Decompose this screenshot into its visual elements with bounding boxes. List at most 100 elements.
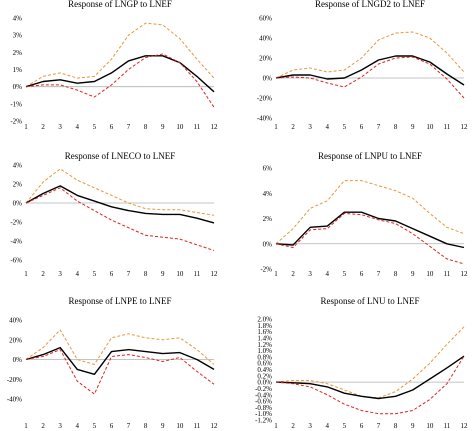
- x-tick-label: 2: [41, 422, 45, 430]
- series-line-point: [275, 211, 465, 249]
- y-tick-label: 1%: [13, 66, 23, 74]
- y-tick-label: 0.2%: [257, 372, 272, 380]
- y-tick-label: 0%: [13, 83, 23, 91]
- chart-panel-4: Response of LNPU to LNEF-2%0%2%4%6%1 2 3 4 5…: [260, 151, 468, 278]
- x-tick-label: 5: [93, 270, 97, 278]
- series-line-point: [275, 55, 465, 86]
- y-tick-label: 0.0%: [257, 379, 272, 387]
- y-tick-label: 1.6%: [257, 328, 272, 336]
- x-tick-label: 5: [93, 123, 97, 131]
- chart-title: Response of LNGD2 to LNEF: [315, 0, 425, 9]
- x-tick-label: 9: [161, 422, 165, 430]
- y-tick-label: 0%: [13, 356, 23, 364]
- chart-panel-2: Response of LNGD2 to LNEF -40% -20% 0% 20% 40…: [257, 0, 468, 131]
- y-tick-label: 20%: [259, 55, 272, 63]
- x-tick-label: 1: [24, 270, 28, 278]
- y-tick-label: 3%: [13, 32, 23, 40]
- x-tick-label: 7: [377, 422, 381, 430]
- y-tick-label: 0%: [263, 75, 273, 83]
- x-tick-label: 4: [326, 123, 330, 131]
- x-tick-label: 3: [308, 123, 312, 131]
- x-tick-label: 2: [291, 123, 295, 131]
- x-tick-label: 8: [394, 422, 398, 430]
- series-line-lower: [25, 187, 215, 251]
- x-tick-label: 4: [326, 270, 330, 278]
- y-tick-label: -0.4%: [255, 391, 272, 399]
- y-tick-label: 1.0%: [257, 347, 272, 355]
- x-tick-label: 7: [127, 422, 131, 430]
- y-tick-label: 0.8%: [257, 353, 272, 361]
- y-tick-label: 60%: [259, 15, 272, 23]
- x-tick-label: 6: [360, 270, 364, 278]
- x-tick-label: 5: [343, 123, 347, 131]
- x-tick-label: 7: [377, 123, 381, 131]
- x-tick-label: 6: [110, 422, 114, 430]
- series-line-lower: [275, 56, 465, 99]
- x-tick-label: 10: [176, 123, 184, 131]
- x-tick-label: 7: [127, 123, 131, 131]
- chart-panel-5: Response of LNPE to LNEF -40% -20% 0% 20% 40%…: [7, 296, 218, 430]
- chart-title: Response of LNPE to LNEF: [69, 296, 172, 306]
- x-tick-label: 9: [411, 123, 415, 131]
- x-tick-label: 2: [41, 123, 45, 131]
- y-tick-label: 2%: [13, 181, 23, 189]
- chart-title: Response of LNPU to LNEF: [318, 151, 422, 161]
- chart-title: Response of LNU to LNEF: [321, 296, 420, 306]
- x-tick-label: 1: [274, 422, 278, 430]
- x-tick-label: 9: [411, 422, 415, 430]
- y-tick-label: 20%: [9, 336, 22, 344]
- x-tick-label: 12: [211, 422, 219, 430]
- x-tick-label: 8: [144, 123, 148, 131]
- y-tick-label: 40%: [259, 35, 272, 43]
- x-tick-label: 4: [76, 123, 80, 131]
- x-tick-label: 1: [274, 270, 278, 278]
- x-tick-label: 12: [461, 422, 469, 430]
- series-line-lower: [275, 212, 465, 265]
- x-tick-label: 8: [144, 270, 148, 278]
- series-line-upper: [275, 180, 465, 245]
- x-tick-label: 6: [110, 270, 114, 278]
- x-tick-label: 5: [93, 422, 97, 430]
- y-tick-label: -2%: [260, 266, 272, 274]
- y-tick-label: -0.8%: [255, 404, 272, 412]
- x-tick-label: 11: [194, 422, 201, 430]
- y-tick-label: 1.8%: [257, 322, 272, 330]
- y-tick-label: 4%: [13, 162, 23, 170]
- y-tick-label: 1.2%: [257, 341, 272, 349]
- x-tick-label: 6: [360, 123, 364, 131]
- y-tick-label: -6%: [10, 257, 22, 265]
- series-line-lower: [275, 355, 465, 415]
- x-tick-label: 3: [308, 270, 312, 278]
- y-tick-label: 1.4%: [257, 334, 272, 342]
- x-tick-label: 5: [343, 270, 347, 278]
- x-tick-label: 12: [211, 270, 219, 278]
- chart-panel-6: Response of LNU to LNEF-1.2%-1.0%-0.8%-0…: [255, 296, 468, 430]
- y-tick-label: 4%: [263, 190, 273, 198]
- y-tick-label: 2%: [13, 49, 23, 57]
- y-tick-label: -40%: [7, 396, 22, 404]
- y-tick-label: -1.2%: [255, 417, 272, 425]
- x-tick-label: 11: [194, 270, 201, 278]
- x-tick-label: 6: [360, 422, 364, 430]
- x-tick-label: 1: [274, 123, 278, 131]
- y-tick-label: 0.6%: [257, 360, 272, 368]
- series-line-upper: [25, 22, 215, 88]
- x-tick-label: 11: [194, 123, 201, 131]
- series-line-point: [25, 185, 215, 224]
- x-tick-label: 7: [127, 270, 131, 278]
- series-line-upper: [275, 31, 465, 79]
- x-tick-label: 2: [291, 422, 295, 430]
- x-tick-label: 1: [24, 422, 28, 430]
- x-tick-label: 6: [110, 123, 114, 131]
- x-tick-label: 5: [343, 422, 347, 430]
- x-tick-label: 10: [426, 270, 434, 278]
- y-tick-label: 40%: [9, 317, 22, 325]
- series-line-lower: [25, 349, 215, 395]
- y-tick-label: 2%: [263, 215, 273, 223]
- x-tick-label: 11: [444, 123, 451, 131]
- x-tick-label: 9: [161, 270, 165, 278]
- series-line-upper: [25, 329, 215, 365]
- x-tick-label: 3: [58, 270, 62, 278]
- y-tick-label: -2%: [10, 219, 22, 227]
